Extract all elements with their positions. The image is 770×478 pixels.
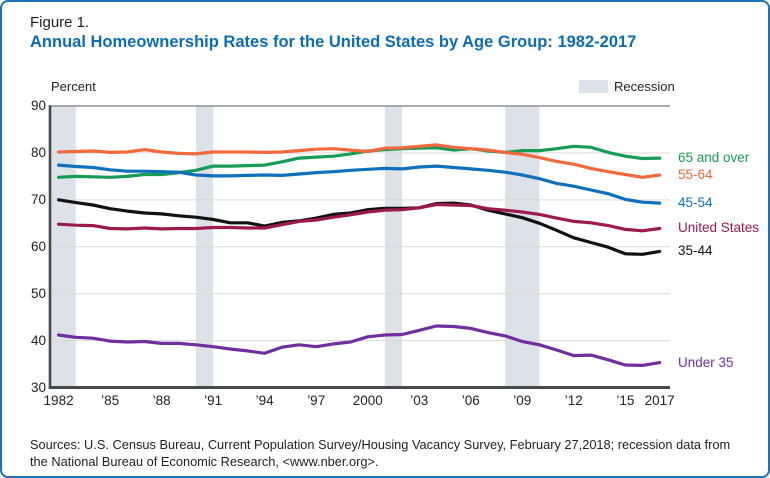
x-tick-label-2009: ’09	[513, 393, 532, 408]
x-tick-label-1982: 1982	[43, 393, 74, 408]
y-tick-label-80: 80	[30, 144, 46, 160]
x-tick-label-1991: ’91	[204, 393, 223, 408]
y-tick-label-30: 30	[30, 379, 46, 395]
x-tick-label-2000: 2000	[352, 393, 383, 408]
figure-label: Figure 1.	[30, 14, 90, 31]
x-tick-label-1988: ’88	[152, 393, 171, 408]
recession-legend: Recession	[579, 79, 675, 94]
series-label-35-44: 35-44	[678, 243, 713, 259]
series-label-united-states: United States	[678, 220, 760, 236]
x-tick-label-2006: ’06	[461, 393, 480, 408]
series-line-45-54	[56, 163, 662, 205]
y-tick-label-50: 50	[30, 285, 46, 301]
series-line-55-64	[56, 143, 662, 179]
x-tick-label-1997: ’97	[307, 393, 326, 408]
x-tick-label-2012: ’12	[564, 393, 583, 408]
series-line-under-35	[56, 324, 662, 367]
x-tick-label-2017: 2017	[644, 393, 675, 408]
recession-legend-label: Recession	[614, 79, 675, 94]
y-tick-label-60: 60	[30, 238, 46, 254]
series-label-55-64: 55-64	[678, 166, 713, 182]
source-note: Sources: U.S. Census Bureau, Current Pop…	[30, 437, 731, 469]
x-tick-label-1985: ’85	[101, 393, 120, 408]
series-line-united-states	[56, 202, 662, 233]
y-axis-unit-label: Percent	[51, 79, 96, 94]
y-tick-label-90: 90	[30, 98, 46, 113]
y-tick-label-70: 70	[30, 191, 46, 207]
x-tick-label-2015: ’15	[616, 393, 635, 408]
series-line-65-and-over	[56, 144, 662, 179]
recession-swatch-icon	[579, 80, 608, 93]
series-label-under-35: Under 35	[678, 354, 734, 370]
y-tick-label-40: 40	[30, 332, 46, 348]
x-tick-label-1994: ’94	[255, 393, 274, 408]
series-label-45-54: 45-54	[678, 195, 713, 211]
figure-title: Annual Homeownership Rates for the Unite…	[30, 33, 637, 51]
series-line-35-44	[56, 198, 662, 256]
series-label-65-and-over: 65 and over	[678, 150, 750, 166]
x-tick-label-2003: ’03	[410, 393, 429, 408]
